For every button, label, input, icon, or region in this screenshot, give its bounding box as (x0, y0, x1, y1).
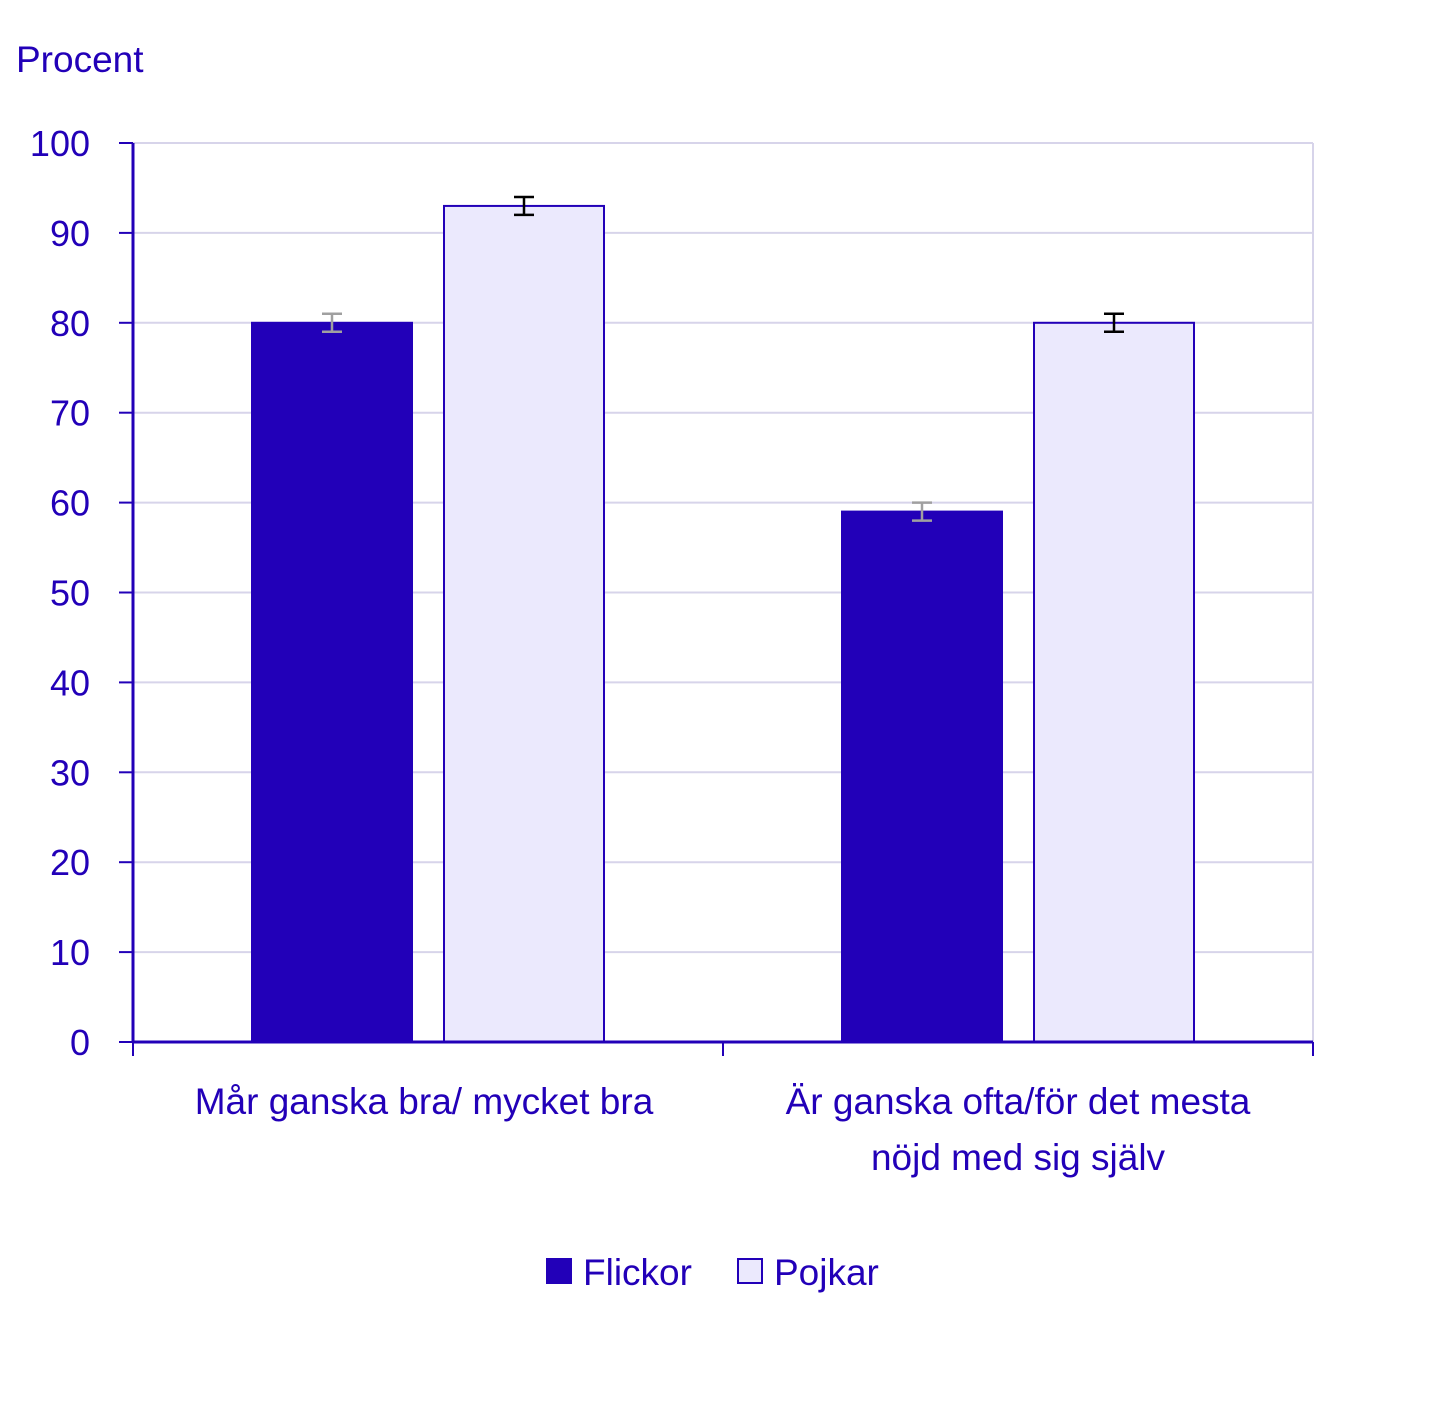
y-tick-label: 60 (50, 483, 90, 524)
y-tick-label: 80 (50, 303, 90, 344)
bar-flickor-0 (251, 321, 413, 1043)
bar-flickor-1 (841, 510, 1003, 1043)
bars (251, 204, 1195, 1043)
y-tick-label: 50 (50, 573, 90, 614)
bar-pojkar-1 (1033, 321, 1195, 1043)
y-tick-label: 30 (50, 752, 90, 793)
y-tick-label: 70 (50, 393, 90, 434)
y-tick-label: 20 (50, 842, 90, 883)
y-tick-label: 100 (30, 123, 90, 164)
bar-pojkar-0 (443, 204, 605, 1043)
axes (119, 142, 1314, 1056)
legend-label-pojkar: Pojkar (774, 1252, 879, 1293)
y-tick-label: 40 (50, 662, 90, 703)
x-category-label: Är ganska ofta/för det mesta (786, 1081, 1251, 1122)
legend-swatch-flickor (546, 1258, 572, 1284)
y-tick-label: 0 (70, 1022, 90, 1063)
x-category-label: nöjd med sig själv (871, 1137, 1166, 1178)
y-tick-labels: 0 10 20 30 40 50 60 70 80 90 100 (30, 123, 90, 1063)
error-bars (322, 195, 1124, 522)
x-category-labels: Mår ganska bra/ mycket bra Är ganska ofta… (195, 1081, 1251, 1178)
x-category-label: Mår ganska bra/ mycket bra (195, 1081, 654, 1122)
legend-swatch-pojkar (737, 1258, 763, 1284)
y-axis-label: Procent (16, 39, 144, 80)
legend: Flickor Pojkar (546, 1252, 879, 1293)
y-tick-label: 90 (50, 213, 90, 254)
legend-label-flickor: Flickor (583, 1252, 692, 1293)
y-tick-label: 10 (50, 932, 90, 973)
